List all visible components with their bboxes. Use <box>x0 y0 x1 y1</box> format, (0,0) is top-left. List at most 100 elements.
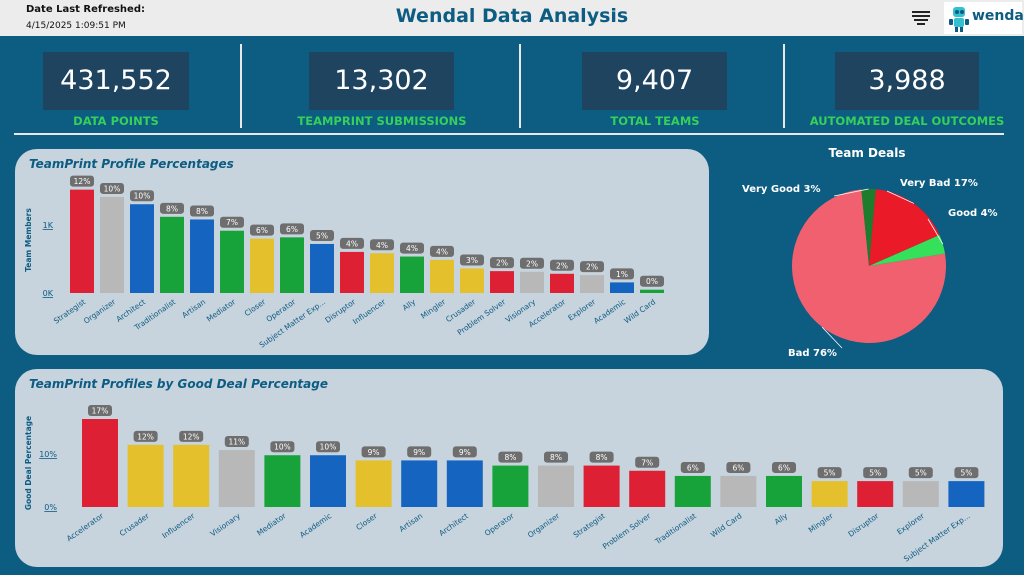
x-tick-label: Problem Solver <box>601 511 653 551</box>
data-label: 5% <box>915 469 927 478</box>
team-deals-pie-chart: Bad 76% Very Good 3% Very Bad 17% Good 4% <box>742 178 998 359</box>
divider <box>783 44 785 128</box>
bar <box>370 253 394 293</box>
bar <box>340 251 364 293</box>
bar <box>766 475 802 507</box>
bar <box>220 230 244 293</box>
x-tick-label: Ally <box>773 511 790 527</box>
pie-slice-label: Good 4% <box>948 208 998 219</box>
bar <box>610 282 634 293</box>
data-label: 7% <box>641 458 653 467</box>
pie-slice <box>869 235 945 266</box>
divider <box>14 133 1004 135</box>
data-label: 5% <box>824 469 836 478</box>
bar <box>100 196 124 293</box>
data-label: 6% <box>732 463 744 472</box>
data-label: 10% <box>104 184 121 193</box>
x-tick-label: Traditionalist <box>653 511 698 547</box>
data-label-background <box>580 261 604 273</box>
bar <box>674 475 711 507</box>
x-tick-label: Influencer <box>160 511 197 540</box>
y-tick-label: 1K <box>43 221 54 230</box>
x-tick-label: Crusader <box>118 511 152 538</box>
data-label-background <box>133 430 158 442</box>
page-title: Wendal Data Analysis <box>395 5 629 27</box>
data-label-background <box>88 405 112 416</box>
profile-percentages-chart: Team Members 1K 0K 12% Strategist 10% Organize… <box>24 175 664 350</box>
pie-slice <box>869 189 940 266</box>
data-label-background <box>640 275 664 287</box>
data-label-background <box>190 205 214 217</box>
x-tick-label: Influencer <box>351 297 388 326</box>
data-label-background <box>544 451 568 463</box>
data-label: 4% <box>436 247 448 256</box>
data-label-background <box>270 441 295 453</box>
bar <box>264 455 301 507</box>
pie-slice-label: Very Bad 17% <box>900 178 978 189</box>
data-label-background <box>817 467 842 479</box>
data-label-background <box>70 175 94 187</box>
data-label: 3% <box>466 256 478 265</box>
data-label: 2% <box>586 263 598 272</box>
logo-text: wendal <box>972 8 1024 24</box>
data-label-background <box>250 224 274 236</box>
kpi-teams-label: TOTAL TEAMS <box>610 114 700 128</box>
refresh-title: Date Last Refreshed: <box>26 4 145 15</box>
data-label: 5% <box>960 469 972 478</box>
data-label-background <box>316 441 340 453</box>
pie-leader-line <box>886 190 915 204</box>
y-tick-label: 10% <box>39 450 57 459</box>
x-tick-label: Disruptor <box>847 511 882 539</box>
pie-slice <box>792 189 946 343</box>
data-label-background <box>954 467 979 479</box>
bar <box>250 238 274 293</box>
data-label: 2% <box>556 261 568 270</box>
bar <box>280 237 304 293</box>
data-label-background <box>550 259 574 271</box>
kpi-teams-value: 9,407 <box>582 52 727 110</box>
bar <box>492 465 529 507</box>
x-tick-label: Operator <box>483 511 516 538</box>
x-tick-label: Artisan <box>180 297 207 320</box>
pie-leader-line <box>833 188 869 197</box>
top-bar: Date Last Refreshed: 4/15/2025 1:09:51 P… <box>0 0 1024 36</box>
bar <box>490 271 514 293</box>
data-label: 4% <box>406 244 418 253</box>
data-label-background <box>772 461 796 473</box>
x-tick-label: Strategist <box>52 297 87 325</box>
data-label: 4% <box>376 241 388 250</box>
data-label: 4% <box>346 239 358 248</box>
kpi-data-points-value: 431,552 <box>43 52 189 110</box>
data-label-background <box>726 461 751 473</box>
bar <box>190 219 214 293</box>
bar <box>538 465 574 507</box>
bar <box>82 419 118 507</box>
data-label-background <box>179 430 204 442</box>
bar <box>583 465 620 507</box>
x-tick-label: Academic <box>298 511 333 539</box>
data-label-background <box>160 202 184 214</box>
data-label: 8% <box>196 207 208 216</box>
data-label: 12% <box>137 432 154 441</box>
x-tick-label: Wild Card <box>622 297 657 325</box>
data-label: 8% <box>504 453 516 462</box>
x-tick-label: Academic <box>592 297 627 325</box>
x-tick-label: Explorer <box>895 511 926 537</box>
bar <box>430 259 454 293</box>
data-label-background <box>452 446 477 458</box>
data-label: 9% <box>459 448 471 457</box>
logo: wendal <box>944 2 1024 34</box>
bar <box>902 481 939 507</box>
x-tick-label: Closer <box>354 511 379 532</box>
bar <box>720 475 757 507</box>
good-deal-percentage-panel: TeamPrint Profiles by Good Deal Percenta… <box>15 369 1003 567</box>
good-deal-percentage-chart: Good Deal Percentage 10% 0% 17% Accelerator 1… <box>24 405 985 564</box>
y-axis-title: Team Members <box>24 208 33 272</box>
data-label: 6% <box>778 463 790 472</box>
data-label: 7% <box>226 218 238 227</box>
data-label: 9% <box>413 448 425 457</box>
bar <box>355 460 392 507</box>
data-label-background <box>460 254 484 266</box>
robot-logo-icon <box>949 7 969 32</box>
hamburger-menu-icon[interactable] <box>912 10 930 26</box>
